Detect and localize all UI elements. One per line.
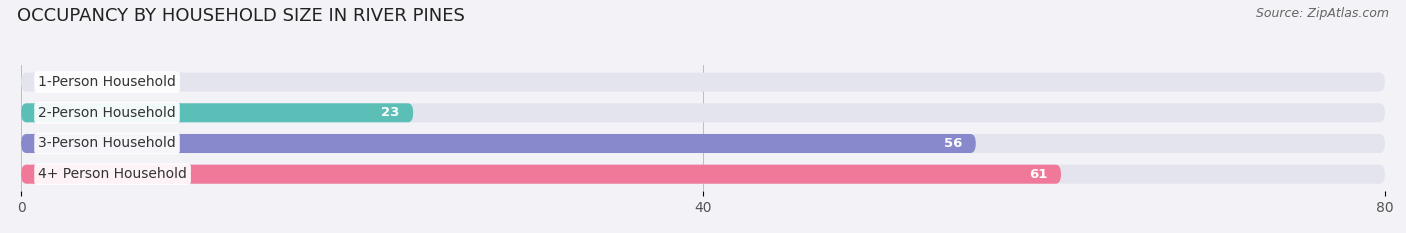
Text: 61: 61 bbox=[1029, 168, 1047, 181]
FancyBboxPatch shape bbox=[21, 134, 976, 153]
Text: 4+ Person Household: 4+ Person Household bbox=[38, 167, 187, 181]
FancyBboxPatch shape bbox=[21, 134, 1385, 153]
Text: 2-Person Household: 2-Person Household bbox=[38, 106, 176, 120]
Text: 0: 0 bbox=[38, 76, 46, 89]
Text: OCCUPANCY BY HOUSEHOLD SIZE IN RIVER PINES: OCCUPANCY BY HOUSEHOLD SIZE IN RIVER PIN… bbox=[17, 7, 465, 25]
FancyBboxPatch shape bbox=[21, 103, 413, 122]
FancyBboxPatch shape bbox=[21, 165, 1385, 184]
Text: Source: ZipAtlas.com: Source: ZipAtlas.com bbox=[1256, 7, 1389, 20]
FancyBboxPatch shape bbox=[21, 103, 1385, 122]
FancyBboxPatch shape bbox=[21, 165, 1062, 184]
Text: 3-Person Household: 3-Person Household bbox=[38, 137, 176, 151]
FancyBboxPatch shape bbox=[21, 73, 1385, 92]
Text: 23: 23 bbox=[381, 106, 399, 119]
Text: 1-Person Household: 1-Person Household bbox=[38, 75, 176, 89]
Text: 56: 56 bbox=[943, 137, 962, 150]
